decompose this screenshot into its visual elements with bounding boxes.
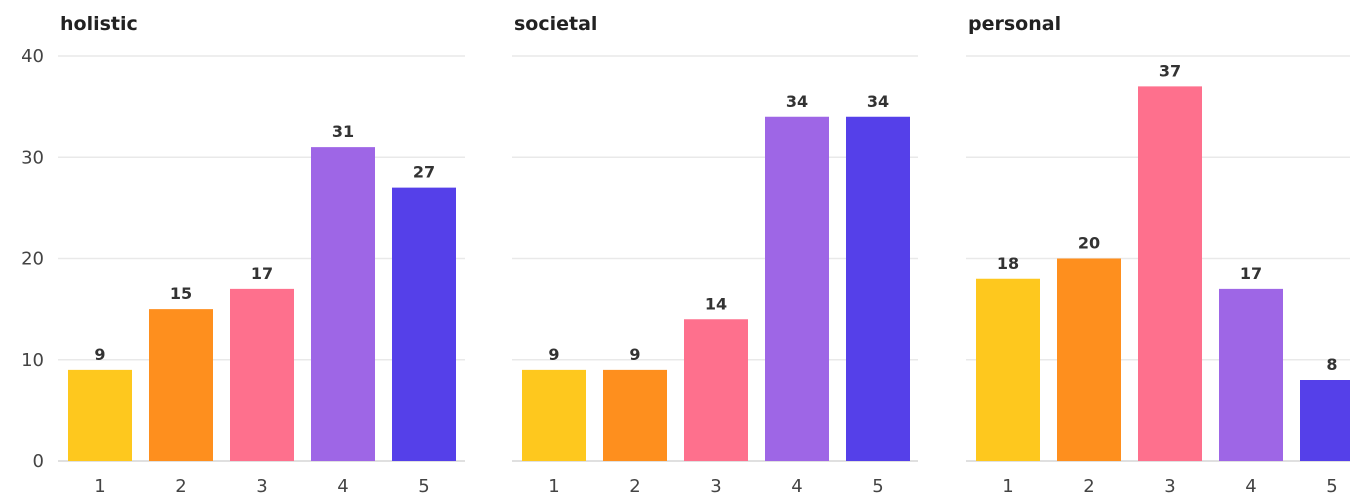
x-tick-label: 2 <box>175 476 186 497</box>
panel-title: personal <box>968 13 1061 35</box>
x-tick-label: 4 <box>1245 476 1256 497</box>
bar-personal-5 <box>1300 380 1350 461</box>
x-tick-label: 5 <box>418 476 429 497</box>
bar-holistic-5 <box>392 187 456 461</box>
data-label: 9 <box>629 345 640 364</box>
chart-panel-personal: personal 18 1 20 2 37 3 17 4 8 5 <box>966 13 1350 497</box>
x-tick-label: 1 <box>1002 476 1013 497</box>
bar-personal-3 <box>1138 86 1202 461</box>
data-label: 31 <box>332 122 354 141</box>
bar-societal-3 <box>684 319 748 461</box>
bar-personal-1 <box>976 278 1040 461</box>
bar-holistic-4 <box>311 147 375 461</box>
x-tick-label: 2 <box>1083 476 1094 497</box>
x-tick-label: 3 <box>710 476 721 497</box>
data-label: 17 <box>1240 264 1262 283</box>
chart-panel-holistic: 0 10 20 30 40 holistic 9 1 15 2 17 3 31 4 27 5 <box>21 13 465 497</box>
data-label: 27 <box>413 163 435 182</box>
y-tick-label: 30 <box>21 147 44 168</box>
chart-panel-societal: societal 9 1 9 2 14 3 34 4 34 5 <box>512 13 918 497</box>
x-tick-label: 4 <box>337 476 348 497</box>
data-label: 34 <box>786 92 808 111</box>
data-label: 37 <box>1159 61 1181 80</box>
x-tick-label: 4 <box>791 476 802 497</box>
data-label: 15 <box>170 284 192 303</box>
bar-societal-5 <box>846 116 910 461</box>
x-tick-label: 5 <box>872 476 883 497</box>
x-tick-label: 5 <box>1326 476 1337 497</box>
data-label: 20 <box>1078 234 1100 253</box>
y-tick-label: 0 <box>33 451 44 472</box>
x-tick-label: 1 <box>94 476 105 497</box>
bar-personal-4 <box>1219 288 1283 461</box>
data-label: 34 <box>867 92 889 111</box>
bar-societal-1 <box>522 369 586 461</box>
bar-personal-2 <box>1057 258 1121 461</box>
data-label: 9 <box>548 345 559 364</box>
bar-societal-2 <box>603 369 667 461</box>
data-label: 14 <box>705 294 727 313</box>
x-tick-label: 3 <box>256 476 267 497</box>
y-tick-label: 10 <box>21 350 44 371</box>
y-tick-label: 40 <box>21 46 44 67</box>
data-label: 18 <box>997 254 1019 273</box>
bar-societal-4 <box>765 116 829 461</box>
data-label: 9 <box>94 345 105 364</box>
data-label: 8 <box>1326 355 1337 374</box>
x-tick-label: 2 <box>629 476 640 497</box>
y-tick-label: 20 <box>21 249 44 270</box>
data-label: 17 <box>251 264 273 283</box>
bar-holistic-2 <box>149 309 213 461</box>
bar-holistic-1 <box>68 369 132 461</box>
x-tick-label: 3 <box>1164 476 1175 497</box>
x-tick-label: 1 <box>548 476 559 497</box>
bar-holistic-3 <box>230 288 294 461</box>
panel-title: holistic <box>60 13 138 35</box>
panel-title: societal <box>514 13 597 35</box>
